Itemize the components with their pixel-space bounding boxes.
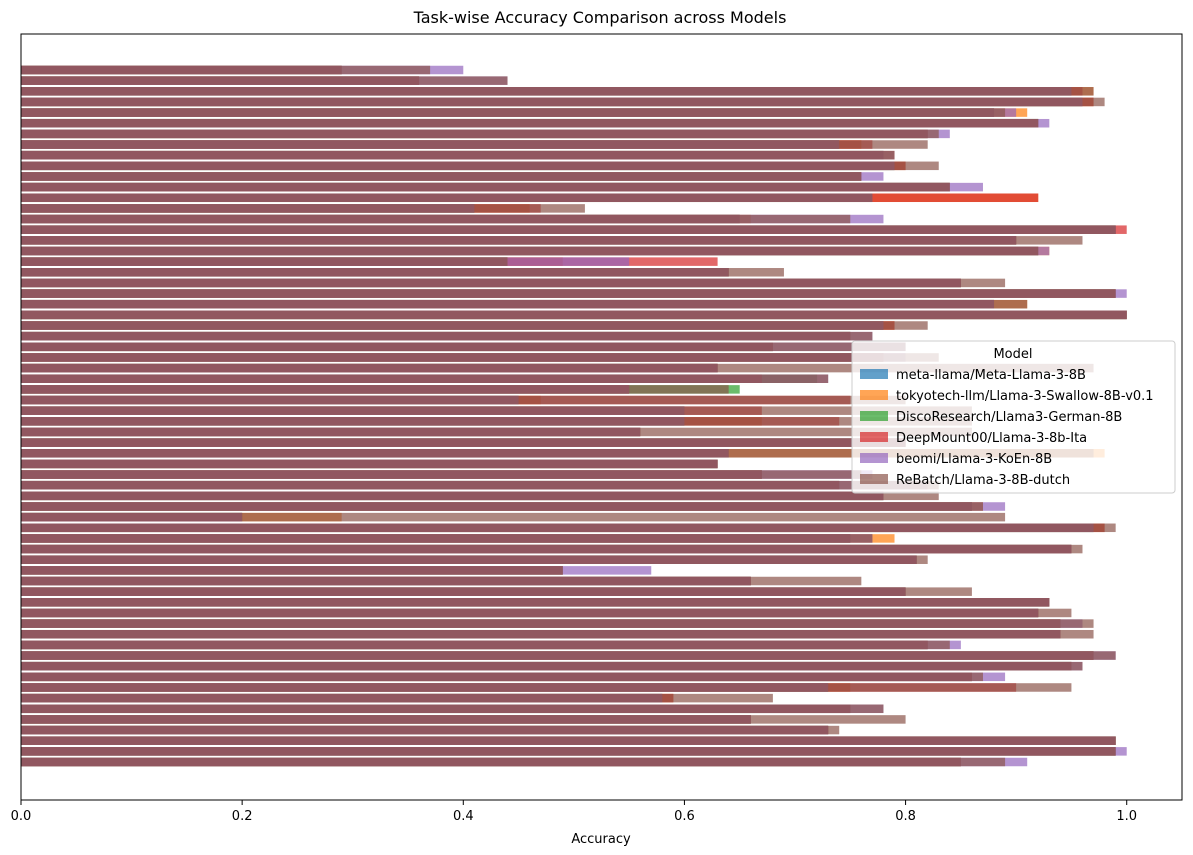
bar-series-5-task-0 [21,65,431,75]
bar-series-5-task-53 [21,629,1094,639]
bar-series-5-task-44 [21,534,873,543]
bar-series-5-task-55 [21,651,1116,660]
bar-series-5-task-33 [21,417,972,426]
bar-series-5-task-48 [21,576,862,586]
bar-series-5-task-38 [21,470,862,479]
bar-series-5-task-35 [21,438,906,447]
plot-frame [20,33,1183,801]
bar-series-5-task-29 [21,374,829,383]
bar-series-5-task-26 [21,342,906,352]
legend-label-5: ReBatch/Llama-3-8B-dutch [896,473,1070,488]
bar-series-5-task-19 [21,268,784,277]
bar-series-5-task-18 [21,257,508,266]
bar-series-5-task-22 [21,299,1028,309]
bar-series-5-task-42 [21,512,1006,522]
bar-series-5-task-9 [21,161,939,171]
bar-series-5-task-57 [21,672,983,682]
x-tick-label-3: 0.6 [674,809,695,824]
bar-series-5-task-21 [21,289,1116,298]
bar-series-5-task-30 [21,385,729,394]
bar-series-5-task-4 [21,108,1006,117]
bar-series-5-task-32 [21,406,972,415]
bar-series-5-task-7 [21,140,928,149]
bar-series-5-task-25 [21,331,873,341]
legend: Model meta-llama/Meta-Llama-3-8B tokyotec… [851,340,1176,494]
legend-label-2: DiscoResearch/Llama3-German-8B [896,410,1122,425]
bar-series-5-task-50 [21,598,1050,607]
bar-series-5-task-60 [21,704,884,714]
bar-series-5-task-6 [21,129,939,139]
legend-label-4: beomi/Llama-3-KoEn-8B [896,452,1052,467]
legend-label-0: meta-llama/Meta-Llama-3-8B [896,368,1086,383]
x-axis-ticks: 0.0 0.2 0.4 0.6 0.8 1.0 [11,800,1137,824]
bar-series-5-task-46 [21,555,928,564]
legend-swatch-0 [860,369,888,379]
bar-series-5-task-24 [21,321,928,330]
x-tick-label-1: 0.2 [232,809,253,824]
bar-series-5-task-41 [21,502,983,511]
bar-series-5-task-40 [21,491,939,501]
bar-series-5-task-16 [21,236,1083,245]
chart-title: Task-wise Accuracy Comparison across Mod… [413,8,787,27]
bar-series-5-task-43 [21,523,1116,533]
bar-series-5-task-2 [21,87,1094,96]
x-tick-label-5: 1.0 [1116,809,1137,824]
bar-series-5-task-11 [21,182,950,192]
bar-series-5-task-52 [21,619,1094,628]
bar-series-5-task-12 [21,193,873,203]
legend-label-1: tokyotech-llm/Llama-3-Swallow-8B-v0.1 [896,389,1154,404]
bar-series-5-task-59 [21,693,773,703]
bar-series-5-task-64 [21,747,1116,756]
bar-series-5-task-65 [21,757,1006,767]
bar-series-5-task-58 [21,683,1072,692]
bar-series-5-task-5 [21,118,1039,128]
bar-series-5-task-34 [21,427,972,437]
legend-swatch-1 [860,390,888,400]
bar-series-5-task-39 [21,480,939,490]
bar-series-5-task-27 [21,353,939,362]
x-tick-label-0: 0.0 [11,809,32,824]
bar-series-5-task-62 [21,725,840,735]
legend-label-3: DeepMount00/Llama-3-8b-Ita [896,431,1087,446]
bar-series-5-task-47 [21,566,563,575]
legend-swatch-5 [860,474,888,484]
legend-swatch-3 [860,432,888,442]
bar-series-5-task-63 [21,736,1116,745]
bar-series-5-task-56 [21,661,1083,671]
bar-series-5-task-8 [21,150,895,160]
bar-series-5-task-1 [21,76,508,85]
bar-series-5-task-17 [21,246,1039,256]
bar-series-5-task-20 [21,278,1006,288]
bar-series-5-task-51 [21,608,1072,618]
bar-series-5-task-14 [21,214,851,224]
legend-box [851,340,1176,494]
bar-series-5-task-61 [21,715,906,724]
bar-series-5-task-28 [21,363,1094,373]
bar-series-5-task-31 [21,395,906,405]
bar-series-5-task-36 [21,449,1094,458]
x-tick-label-4: 0.8 [895,809,916,824]
bar-series-5-task-54 [21,640,950,650]
legend-title: Model [993,347,1032,362]
bar-series-5-task-49 [21,587,972,596]
bar-series-5-task-13 [21,204,585,213]
bar-series-5-task-15 [21,225,1116,234]
x-tick-label-2: 0.4 [453,809,474,824]
bar-series-5-task-10 [21,172,862,181]
legend-swatch-4 [860,453,888,463]
bar-series-5-task-37 [21,459,718,469]
legend-items: meta-llama/Meta-Llama-3-8B tokyotech-llm/… [860,368,1154,488]
x-axis-label: Accuracy [571,832,631,847]
bar-series-5-task-3 [21,97,1105,107]
bar-series-5-task-23 [21,310,1127,320]
bar-series-5-task-45 [21,544,1083,554]
legend-swatch-2 [860,411,888,421]
bars-group [21,65,1127,767]
